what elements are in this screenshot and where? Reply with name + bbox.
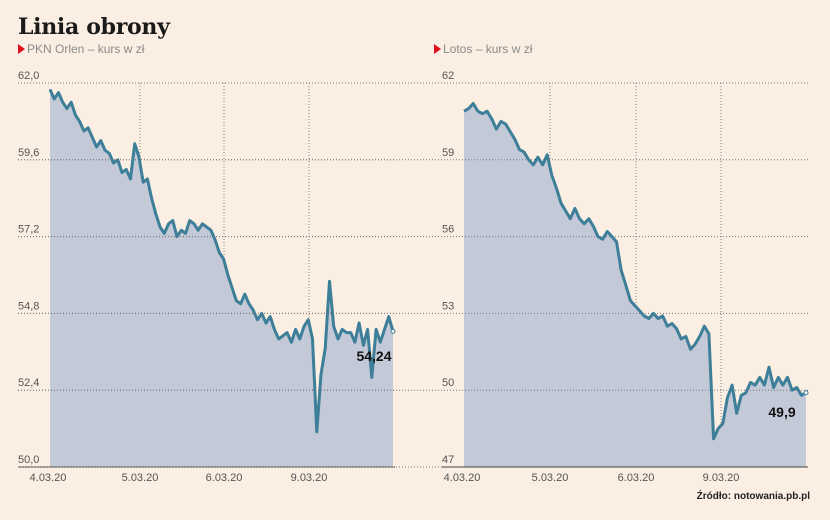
price-area	[50, 89, 393, 468]
x-tick-label: 5.03.20	[532, 472, 569, 484]
x-tick-label: 9.03.20	[291, 472, 328, 484]
x-tick-label: 4.03.20	[444, 472, 481, 484]
right-chart-subtitle: Lotos – kurs w zł	[434, 42, 532, 56]
y-tick-label: 62	[442, 70, 454, 82]
price-line	[48, 88, 395, 434]
left-chart-subtitle-text: PKN Orlen – kurs w zł	[27, 42, 145, 56]
y-tick-label: 54,8	[18, 300, 39, 312]
red-triangle-icon	[18, 44, 25, 54]
last-value-label: 54,24	[356, 348, 391, 364]
lotos-chart: 62 59 56 53 50 47 49,9 4.03.20 5.03.20 6.03.20 9.0…	[18, 70, 809, 484]
x-tick-label: 4.03.20	[30, 472, 67, 484]
y-tick-label: 62,0	[18, 70, 39, 82]
y-tick-label: 47	[442, 454, 454, 466]
y-tick-label: 59	[442, 147, 454, 159]
last-value-label: 49,9	[768, 404, 795, 420]
y-tick-label: 57,2	[18, 224, 39, 236]
price-area	[464, 103, 806, 467]
y-tick-label: 56	[442, 224, 454, 236]
x-tick-label: 5.03.20	[122, 472, 159, 484]
source-note: Źródło: notowania.pb.pl	[696, 491, 810, 502]
right-chart-subtitle-text: Lotos – kurs w zł	[443, 42, 533, 56]
y-tick-label: 53	[442, 300, 454, 312]
left-chart-subtitle: PKN Orlen – kurs w zł	[18, 42, 144, 56]
y-tick-label: 50,0	[18, 454, 39, 466]
red-triangle-icon	[434, 44, 441, 54]
x-tick-label: 6.03.20	[206, 472, 243, 484]
y-tick-label: 50	[442, 377, 454, 389]
x-tick-label: 9.03.20	[703, 472, 740, 484]
orlen-chart: 62,0 59,6 57,2 54,8 52,4 50,0 54,24 4.03.20 5.03…	[18, 70, 396, 484]
last-point-marker	[390, 328, 396, 334]
x-tick-label: 6.03.20	[618, 472, 655, 484]
chart-title: Linia obrony	[18, 14, 170, 40]
price-line	[463, 102, 807, 441]
last-point-marker	[803, 390, 809, 396]
y-tick-label: 59,6	[18, 147, 39, 159]
y-tick-label: 52,4	[18, 377, 39, 389]
